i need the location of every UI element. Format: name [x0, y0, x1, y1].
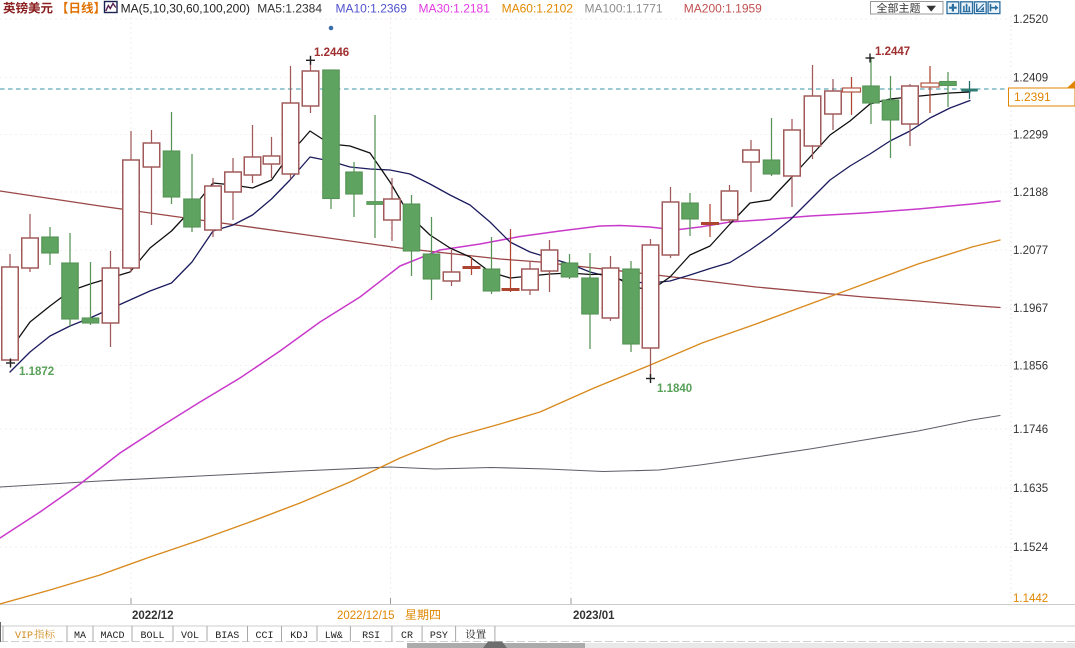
svg-text:1.2299: 1.2299: [1013, 130, 1048, 142]
svg-text:VOL: VOL: [181, 631, 199, 642]
svg-text:1.2447: 1.2447: [875, 46, 910, 58]
svg-text:1.2520: 1.2520: [1013, 14, 1048, 26]
svg-text:1.2446: 1.2446: [314, 47, 349, 59]
svg-text:MA: MA: [74, 631, 86, 642]
svg-text:1.1635: 1.1635: [1013, 483, 1048, 495]
svg-text:BOLL: BOLL: [141, 631, 165, 642]
svg-text:MA30:1.2181: MA30:1.2181: [419, 2, 491, 16]
svg-text:CR: CR: [401, 631, 413, 642]
svg-text:MA(5,10,30,60,100,200): MA(5,10,30,60,100,200): [121, 2, 250, 16]
svg-text:BIAS: BIAS: [215, 631, 239, 642]
svg-text:1.1967: 1.1967: [1013, 303, 1048, 315]
svg-text:2023/01: 2023/01: [573, 610, 615, 622]
svg-text:1.1442: 1.1442: [1013, 593, 1048, 605]
svg-text:VIP: VIP: [15, 631, 33, 642]
svg-text:1.1840: 1.1840: [657, 383, 692, 395]
svg-text:RSI: RSI: [362, 631, 380, 642]
svg-text:2022/12: 2022/12: [132, 610, 174, 622]
svg-text:1.2188: 1.2188: [1013, 187, 1048, 199]
svg-text:MA10:1.2369: MA10:1.2369: [336, 2, 408, 16]
svg-text:1.2391: 1.2391: [1014, 90, 1051, 104]
svg-text:MA60:1.2102: MA60:1.2102: [502, 2, 574, 16]
svg-text:1.1524: 1.1524: [1013, 542, 1049, 554]
svg-text:1.2409: 1.2409: [1013, 72, 1048, 84]
svg-text:MA5:1.2384: MA5:1.2384: [257, 2, 322, 16]
svg-text:1.2077: 1.2077: [1013, 245, 1048, 257]
svg-text:PSY: PSY: [430, 631, 448, 642]
svg-text:CCI: CCI: [256, 631, 274, 642]
svg-text:1.1872: 1.1872: [19, 366, 54, 378]
svg-text:2022/12/15: 2022/12/15: [337, 610, 395, 622]
svg-text:MA100:1.1771: MA100:1.1771: [585, 2, 663, 16]
svg-text:KDJ: KDJ: [290, 631, 308, 642]
svg-text:MACD: MACD: [101, 631, 125, 642]
svg-text:LW&: LW&: [325, 631, 343, 642]
svg-text:1.1746: 1.1746: [1013, 424, 1048, 436]
svg-text:MA200:1.1959: MA200:1.1959: [684, 2, 762, 16]
svg-text:1.1856: 1.1856: [1013, 361, 1048, 373]
